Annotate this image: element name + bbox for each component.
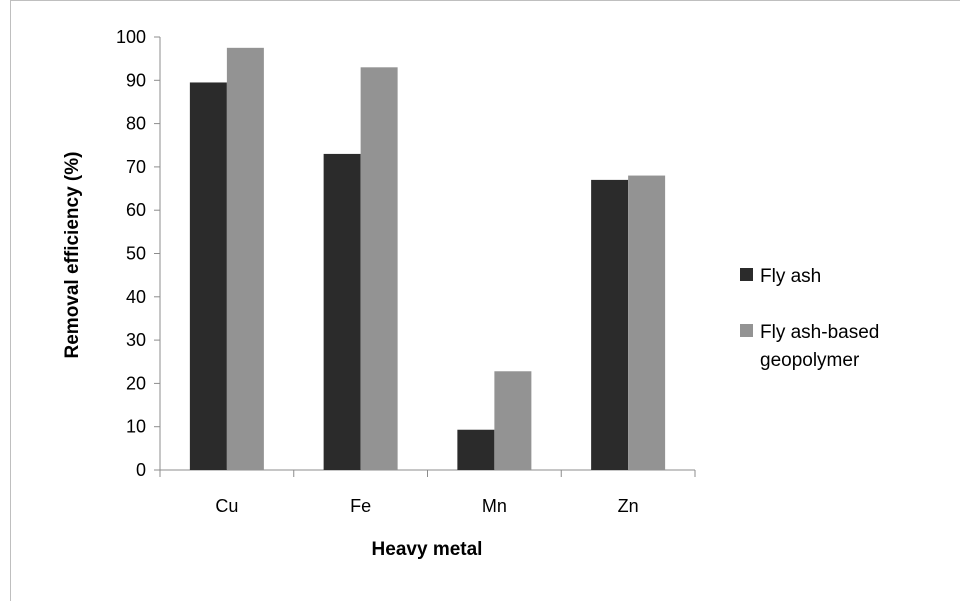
y-tick-label: 80: [126, 114, 146, 134]
x-tick-label: Fe: [350, 496, 371, 516]
x-axis-title: Heavy metal: [372, 539, 483, 560]
bar-fly-ash: [323, 153, 361, 470]
y-tick-label: 90: [126, 70, 146, 90]
chart-frame: [10, 0, 960, 601]
y-axis: 0 10 20 30 40 50 60 70 80 90 100: [116, 27, 161, 480]
legend-label: Fly ash: [760, 266, 821, 287]
y-tick-label: 60: [126, 200, 146, 220]
y-axis-title: Removal efficiency (%): [62, 152, 83, 359]
legend-label: geopolymer: [760, 350, 860, 371]
y-tick-label: 70: [126, 157, 146, 177]
y-tick-label: 50: [126, 244, 146, 264]
x-axis: Cu Fe Mn Zn: [159, 469, 696, 516]
bar-fly-ash: [457, 429, 495, 470]
legend-swatch: [740, 268, 753, 281]
bar-geopolymer: [226, 47, 264, 470]
x-tick-label: Cu: [215, 496, 238, 516]
legend: Fly ash Fly ash-based geopolymer: [740, 266, 879, 371]
y-tick-label: 40: [126, 287, 146, 307]
bars: [189, 47, 666, 470]
bar-geopolymer: [494, 371, 532, 470]
legend-swatch: [740, 324, 753, 337]
bar-geopolymer: [360, 67, 398, 470]
bar-fly-ash: [591, 179, 629, 470]
y-tick-label: 20: [126, 373, 146, 393]
legend-label: Fly ash-based: [760, 322, 879, 343]
y-tick-label: 0: [136, 460, 146, 480]
y-tick-label: 100: [116, 27, 146, 47]
y-tick-label: 10: [126, 417, 146, 437]
x-tick-label: Mn: [482, 496, 507, 516]
bar-geopolymer: [628, 175, 666, 470]
x-tick-label: Zn: [618, 496, 639, 516]
bar-fly-ash: [189, 82, 227, 470]
y-tick-label: 30: [126, 330, 146, 350]
